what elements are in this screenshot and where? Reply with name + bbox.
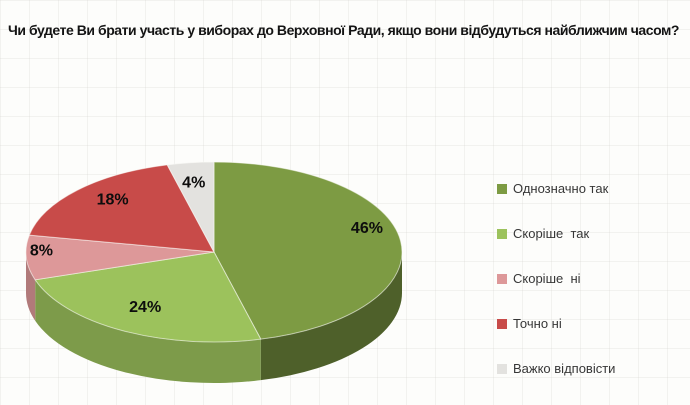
pie-value-label-1: 24% (129, 299, 161, 316)
pie-slice-3 (28, 164, 215, 253)
legend-item-rather-no: Скоріше ні (497, 271, 615, 287)
legend-swatch-rather-no (497, 274, 507, 284)
legend-label-definitely-no: Точно ні (513, 316, 562, 331)
pie-slice-1 (34, 251, 262, 343)
legend-label-rather-no: Скоріше ні (513, 271, 581, 286)
legend-item-hard-to-answer: Важко відповісти (497, 361, 615, 377)
legend-swatch-rather-yes (497, 229, 507, 239)
chart-title: Чи будете Ви брати участь у виборах до В… (8, 22, 680, 38)
pie-slice-2 (25, 234, 215, 281)
pie-slice-4 (166, 161, 215, 253)
legend-swatch-definitely-yes (497, 184, 507, 194)
legend-label-definitely-yes: Однозначно так (513, 181, 609, 196)
legend: Однозначно так Скоріше так Скоріше ні То… (497, 181, 615, 377)
legend-label-rather-yes: Скоріше так (513, 226, 590, 241)
legend-label-hard-to-answer: Важко відповісти (513, 361, 616, 376)
pie-value-label-3: 18% (97, 192, 129, 209)
legend-swatch-hard-to-answer (497, 364, 507, 374)
pie-value-label-4: 4% (182, 174, 205, 191)
legend-swatch-definitely-no (497, 319, 507, 329)
pie-slice-side-1 (35, 279, 261, 383)
pie-value-label-2: 8% (30, 242, 53, 259)
legend-item-rather-yes: Скоріше так (497, 226, 615, 242)
legend-item-definitely-no: Точно ні (497, 316, 615, 332)
pie-slice-side-2 (26, 252, 36, 321)
legend-item-definitely-yes: Однозначно так (497, 181, 615, 197)
pie-value-label-0: 46% (351, 220, 383, 237)
pie-slice-side-0 (260, 252, 402, 381)
pie-slice-0 (213, 161, 403, 340)
